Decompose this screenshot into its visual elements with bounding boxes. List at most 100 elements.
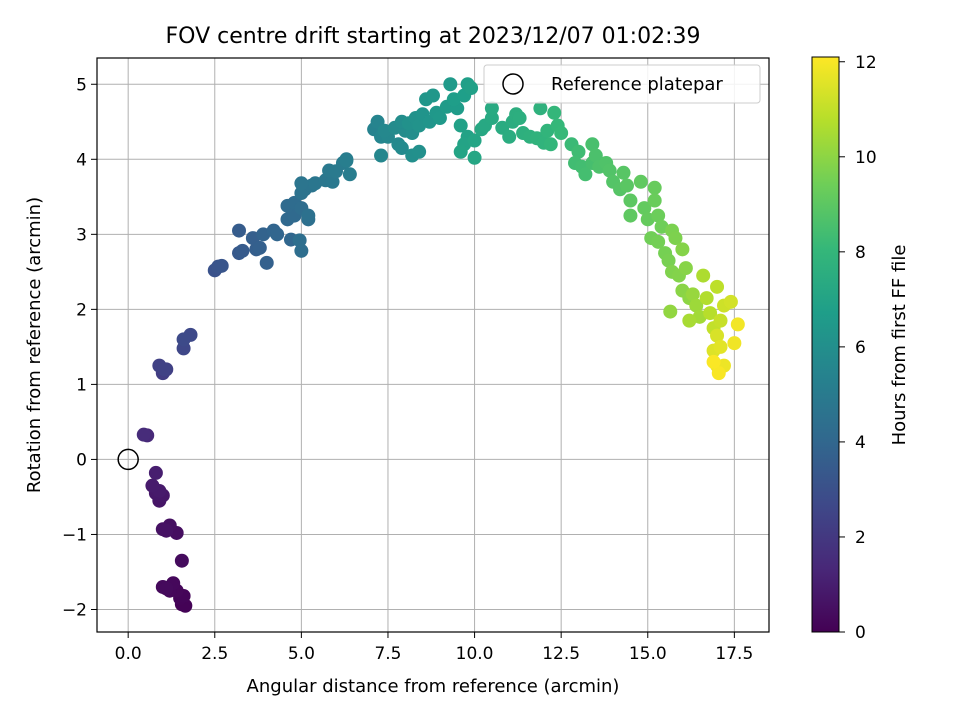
x-tick-label: 7.5 [374,644,401,664]
data-point [602,163,617,178]
data-point [713,339,728,354]
colorbar-tick-label: 0 [855,623,866,643]
y-tick-label: 0 [76,450,87,470]
x-tick-label: 15.0 [629,644,667,664]
colorbar-label: Hours from first FF file [889,245,910,446]
data-point [682,313,697,328]
data-point [453,144,468,159]
reference-point [117,448,139,471]
data-point [623,193,638,208]
data-point [710,328,725,343]
x-axis-label: Angular distance from reference (arcmin) [247,676,620,697]
data-point [663,304,678,319]
data-point [713,313,728,328]
data-point [651,234,666,249]
data-point [633,174,648,189]
data-point [637,201,652,216]
colorbar-ticks: 0 2 4 6 8 10 12 [839,53,877,643]
colorbar-tick-label: 2 [855,528,866,548]
colorbar-bar [811,56,840,633]
data-point [426,88,440,103]
colorbar-tick-label: 12 [855,53,877,73]
data-point [467,150,482,165]
x-tick-label: 5.0 [288,644,315,664]
data-point [502,129,517,144]
plot-frame [96,57,770,633]
y-axis-label: Rotation from reference (arcmin) [24,197,45,493]
data-point [374,148,389,163]
data-point [554,126,569,141]
data-point [710,279,725,294]
x-tick-label: 17.5 [715,644,753,664]
data-point [512,111,527,126]
data-point [464,81,479,96]
data-point [159,523,174,538]
data-point [647,193,662,208]
x-tick-label: 10.0 [456,644,494,664]
data-point [689,298,704,313]
data-point [467,133,482,148]
legend: Reference platepar [483,64,761,104]
legend-label: Reference platepar [551,74,723,95]
data-point [571,144,586,159]
x-tick-label: 0.0 [115,644,142,664]
x-axis: 0.0 2.5 5.0 7.5 10.0 12.5 15.0 17.5 [115,632,753,664]
data-point [585,137,600,152]
data-point [252,240,267,255]
y-tick-label: 4 [76,150,87,170]
colorbar-tick-label: 10 [855,148,877,168]
data-point [176,332,191,347]
data-point [578,167,593,182]
data-point [696,268,711,283]
grid-lines [97,58,769,632]
data-point [547,105,562,120]
y-tick-label: 2 [76,300,87,320]
data-point [651,208,666,223]
data-point [339,153,354,168]
x-tick-label: 12.5 [542,644,580,664]
data-point [301,208,316,223]
data-point [148,465,163,480]
data-point [661,253,676,268]
data-point [412,144,427,159]
data-point [174,553,189,568]
data-point [647,180,662,195]
data-point [232,223,247,238]
colorbar-tick-label: 8 [855,243,866,263]
y-tick-label: 3 [76,225,87,245]
data-point [342,167,357,182]
data-point [453,118,468,133]
colorbar-tick-label: 6 [855,338,866,358]
data-point [145,478,160,493]
data-point [588,148,603,163]
data-point [533,101,548,116]
data-point [723,294,738,309]
data-point [325,174,340,189]
data-point [685,287,700,302]
data-point [699,291,714,306]
data-point [730,317,745,332]
data-point [432,111,447,126]
data-point [619,178,634,193]
colorbar: 0 2 4 6 8 10 12 Hours from first FF file [811,53,910,643]
data-point [270,227,285,242]
y-tick-label: −1 [62,525,87,545]
data-point [159,581,174,596]
data-point [711,366,726,381]
data-point [616,165,631,180]
data-point [294,243,309,258]
data-point [678,261,693,276]
y-tick-label: 1 [76,375,87,395]
reference-marker [117,448,139,471]
y-axis: −2 −1 0 1 2 3 4 5 [62,75,97,620]
x-tick-label: 2.5 [201,644,228,664]
data-point [157,362,172,377]
data-point [136,427,151,442]
data-point [484,101,499,116]
data-point [623,208,638,223]
data-point [706,354,721,369]
scatter-points [136,77,745,613]
data-point [484,111,499,126]
chart-title: FOV centre drift starting at 2023/12/07 … [166,24,701,49]
colorbar-tick-label: 4 [855,433,866,453]
